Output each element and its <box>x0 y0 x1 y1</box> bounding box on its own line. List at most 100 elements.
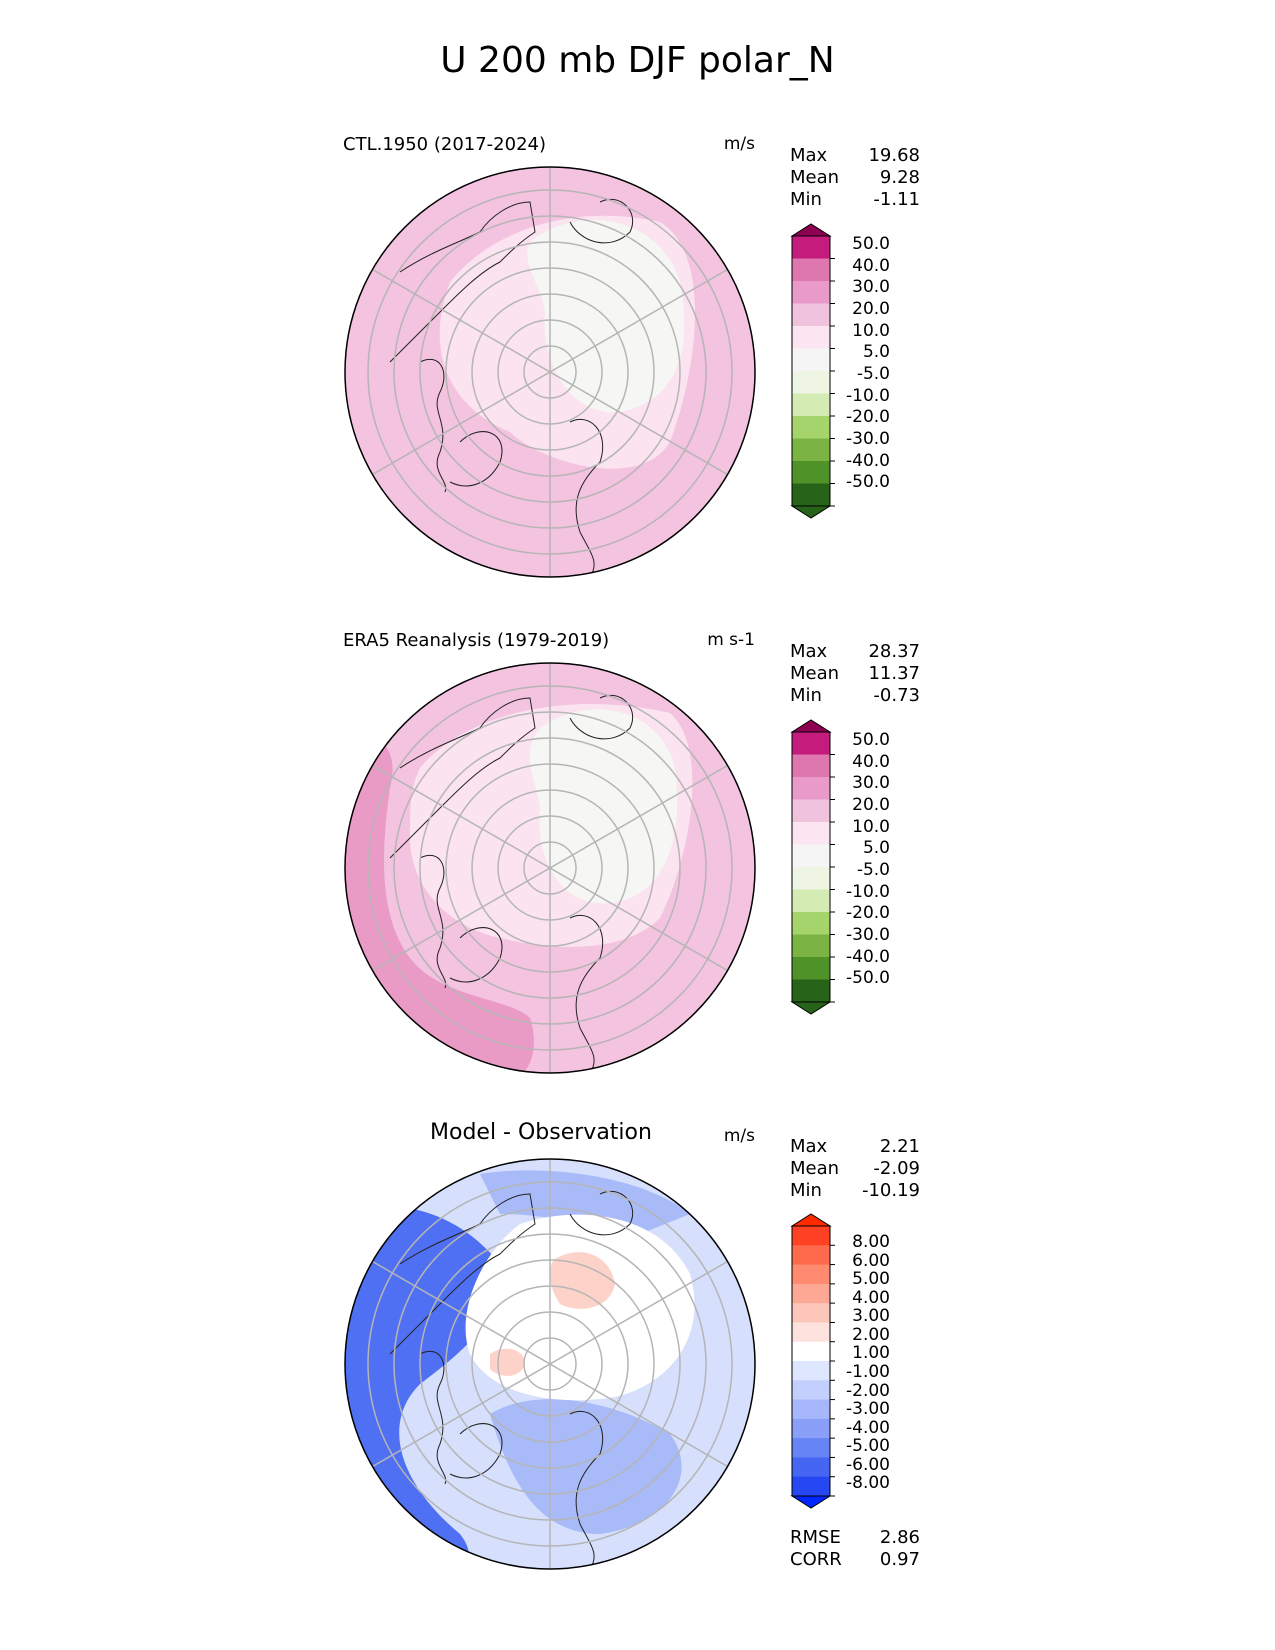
stat-value: 9.28 <box>879 167 920 188</box>
stat-label: Min <box>790 1180 822 1201</box>
stat-row-max: Max 2.21 <box>790 1136 920 1158</box>
colorbar-tick-label: 6.00 <box>852 1250 890 1271</box>
colorbar-bin <box>792 1245 830 1266</box>
panel-1-polar-map <box>344 166 756 578</box>
panel-3-stats: Max 2.21 Mean -2.09 Min -10.19 <box>790 1136 920 1202</box>
colorbar-tick-label: 8.00 <box>852 1232 890 1252</box>
colorbar-bin <box>792 1283 830 1304</box>
coastline-path <box>389 201 536 363</box>
panel-2-units: m s-1 <box>707 630 755 650</box>
colorbar-bin <box>792 867 830 890</box>
field-positive-patch <box>549 1252 615 1309</box>
field-inner-band <box>529 709 678 904</box>
colorbar-bin <box>792 979 830 1003</box>
colorbar-tick-label: 5.0 <box>862 342 890 363</box>
coastline-path <box>389 697 536 859</box>
stat-label: CORR <box>790 1549 842 1570</box>
stat-label: RMSE <box>790 1527 841 1548</box>
panel-3-extra-stats: RMSE 2.86 CORR 0.97 <box>790 1527 920 1571</box>
graticule <box>367 1159 733 1569</box>
colorbar-bin <box>792 1476 830 1497</box>
colorbar-bin <box>792 799 830 823</box>
colorbar-over-triangle <box>790 1213 832 1227</box>
colorbar-bin <box>792 957 830 980</box>
coastline-path <box>569 1410 604 1569</box>
colorbar-tick-label: 3.00 <box>852 1306 890 1327</box>
stat-label: Mean <box>790 663 840 684</box>
colorbar-bin <box>792 1361 830 1381</box>
stat-row-mean: Mean -2.09 <box>790 1158 920 1180</box>
panel-2-title: ERA5 Reanalysis (1979-2019) <box>343 630 610 651</box>
colorbar-bin <box>792 777 830 800</box>
colorbar-tick-label: 4.00 <box>852 1287 890 1308</box>
colorbar-tick-label: 1.00 <box>852 1343 890 1364</box>
coastline-path <box>419 1350 447 1485</box>
coastline-path <box>569 198 634 244</box>
meridian-line <box>372 268 728 476</box>
stat-value: 11.37 <box>868 663 920 684</box>
colorbar-under-triangle <box>790 1001 832 1015</box>
panel-1-colorbar-labels: 50.0 40.0 30.0 20.0 10.0 5.0 -5.0 -10.0 -20.0 -30… <box>830 235 890 495</box>
stat-value: 19.68 <box>868 145 920 166</box>
panel-2-polar-map <box>344 662 756 1074</box>
stat-label: Mean <box>790 167 840 188</box>
colorbar-bin <box>792 438 830 462</box>
colorbar-tick-label: 2.00 <box>852 1324 890 1345</box>
colorbar-bin <box>792 1341 830 1362</box>
colorbar-tick-label: -10.0 <box>846 881 890 902</box>
colorbar-bin <box>792 416 830 439</box>
stat-value: -1.11 <box>873 189 920 210</box>
colorbar-tick-label: -40.0 <box>846 450 890 471</box>
colorbar-bin <box>792 236 830 259</box>
coastline-path <box>419 358 447 493</box>
graticule <box>367 663 733 1073</box>
stat-row-max: Max 19.68 <box>790 145 920 167</box>
coastline-path <box>569 914 604 1073</box>
coastline-path <box>569 1190 634 1236</box>
colorbar-tick-label: -8.00 <box>846 1473 890 1494</box>
colorbar-bin <box>792 1303 830 1323</box>
panel-1-stats: Max 19.68 Mean 9.28 Min -1.11 <box>790 145 920 211</box>
meridian-line <box>372 1260 728 1468</box>
field-mid-band <box>490 1399 682 1534</box>
colorbar-bin <box>792 889 830 913</box>
stat-row-mean: Mean 11.37 <box>790 663 920 685</box>
colorbar-bin <box>792 1418 830 1439</box>
panel-3-title: Model - Observation <box>430 1120 652 1145</box>
colorbar-bin <box>792 483 830 507</box>
colorbar-tick-label: 30.0 <box>852 277 890 298</box>
panel-2-colorbar-labels: 50.0 40.0 30.0 20.0 10.0 5.0 -5.0 -10.0 -20.0 -30… <box>830 731 890 991</box>
panel-3-polar-map <box>344 1158 756 1570</box>
colorbar-over-triangle <box>790 223 832 237</box>
colorbar-bin <box>792 1322 830 1343</box>
colorbar-tick-label: 5.0 <box>862 838 890 859</box>
colorbar-tick-label: -5.00 <box>846 1436 890 1457</box>
coastlines <box>389 1190 634 1569</box>
field-inner-band <box>527 219 685 413</box>
colorbar-tick-label: -50.0 <box>846 472 890 493</box>
colorbar-bin <box>792 1264 830 1285</box>
colorbar-tick-label: -2.00 <box>846 1380 890 1401</box>
stat-row-max: Max 28.37 <box>790 641 920 663</box>
coastline-path <box>389 1193 536 1355</box>
colorbar-tick-label: 50.0 <box>852 234 890 254</box>
colorbar-bin <box>792 281 830 304</box>
coastline-path <box>449 431 503 487</box>
colorbar-tick-label: -4.00 <box>846 1417 890 1438</box>
stat-label: Min <box>790 189 822 210</box>
colorbar-bin <box>792 258 830 282</box>
colorbar-bin <box>792 326 830 349</box>
stat-row-mean: Mean 9.28 <box>790 167 920 189</box>
colorbar-tick-label: -30.0 <box>846 429 890 449</box>
stat-row-rmse: RMSE 2.86 <box>790 1527 920 1549</box>
colorbar-bin <box>792 754 830 778</box>
stat-value: 0.97 <box>879 1549 920 1570</box>
field-strong-band <box>345 735 534 1073</box>
map-boundary <box>344 662 756 1074</box>
panel-2-colorbar <box>790 719 835 1015</box>
colorbar-tick-label: -6.00 <box>846 1454 890 1475</box>
colorbar-tick-label: -50.0 <box>846 968 890 989</box>
stat-value: -10.19 <box>861 1180 920 1201</box>
colorbar-tick-label: 10.0 <box>852 816 890 837</box>
colorbar-tick-label: -1.00 <box>846 1362 890 1382</box>
